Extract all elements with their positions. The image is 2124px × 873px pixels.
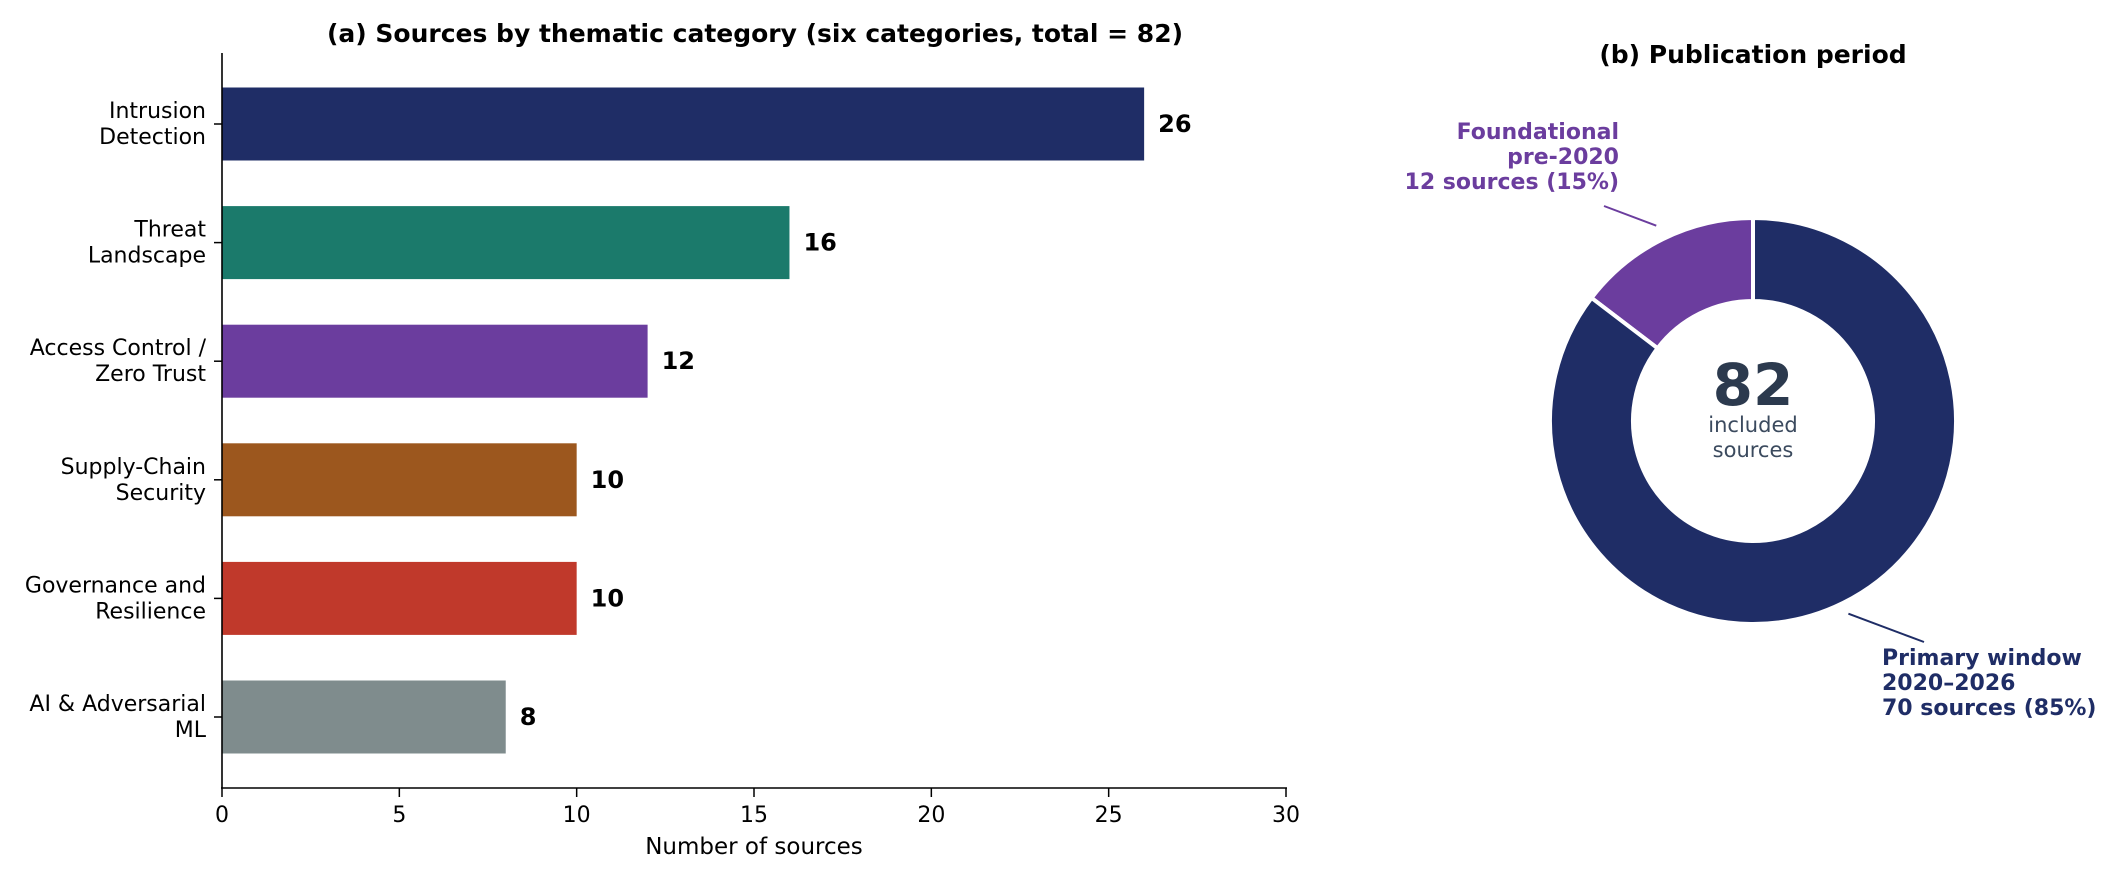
x-axis-ticks: 0 5 10 15 20 25 30 [215, 788, 1300, 828]
x-tick-label: 30 [1272, 803, 1300, 828]
slice-annotation-text: Primary window [1882, 646, 2082, 671]
bar-chart-panel: (a) Sources by thematic category (six ca… [25, 19, 1300, 860]
x-axis-label: Number of sources [645, 834, 863, 860]
category-label: ML [175, 718, 207, 743]
category-label: Detection [99, 125, 206, 150]
category-label: Landscape [88, 244, 206, 269]
category-label: Intrusion [109, 99, 206, 124]
bar [222, 680, 506, 754]
bar [222, 561, 577, 635]
category-label: Zero Trust [95, 362, 206, 387]
donut-chart-title: (b) Publication period [1599, 40, 1906, 69]
donut-center-label-line2: sources [1713, 438, 1794, 462]
donut-center-label-line1: included [1708, 413, 1797, 437]
bar-value-label: 10 [591, 466, 624, 494]
x-tick-label: 0 [215, 803, 229, 828]
x-tick-label: 25 [1095, 803, 1123, 828]
category-label: AI & Adversarial [29, 692, 206, 717]
category-label: Governance and [25, 573, 206, 598]
bar-value-label: 8 [520, 703, 537, 731]
bar [222, 87, 1145, 161]
category-label: Resilience [95, 599, 206, 624]
category-label: Threat [133, 218, 206, 243]
slice-annotation-text: Foundational [1457, 120, 1619, 145]
x-tick-label: 15 [740, 803, 768, 828]
slice-annotation-text: 12 sources (15%) [1405, 170, 1619, 195]
category-label: Supply-Chain [61, 455, 206, 480]
bar-value-label: 26 [1158, 110, 1191, 138]
x-tick-label: 10 [563, 803, 591, 828]
annotation-leader-line [1603, 205, 1657, 227]
slice-annotation-text: 2020–2026 [1882, 671, 2015, 696]
x-tick-label: 20 [917, 803, 945, 828]
bar [222, 443, 577, 517]
bar-value-label: 16 [803, 229, 836, 257]
slice-annotation-text: 70 sources (85%) [1882, 696, 2096, 721]
bar-value-label: 10 [591, 584, 624, 612]
donut-chart-slices [1548, 215, 1959, 626]
x-tick-label: 5 [392, 803, 406, 828]
bar [222, 206, 790, 280]
donut-slice [1548, 215, 1959, 626]
bar-value-label: 12 [662, 347, 695, 375]
donut-chart-panel: (b) Publication period 82 included sourc… [1405, 40, 2097, 721]
category-label: Security [116, 481, 206, 506]
bar [222, 324, 648, 398]
bar-chart-title: (a) Sources by thematic category (six ca… [327, 19, 1183, 48]
category-label: Access Control / [30, 336, 207, 361]
annotation-leader-line [1848, 612, 1925, 643]
slice-annotation-text: pre-2020 [1507, 145, 1619, 170]
bar-chart-value-labels: 26 16 12 10 10 8 [520, 110, 1192, 731]
donut-center-total: 82 [1713, 351, 1794, 419]
bar-chart-bars [222, 87, 1145, 754]
